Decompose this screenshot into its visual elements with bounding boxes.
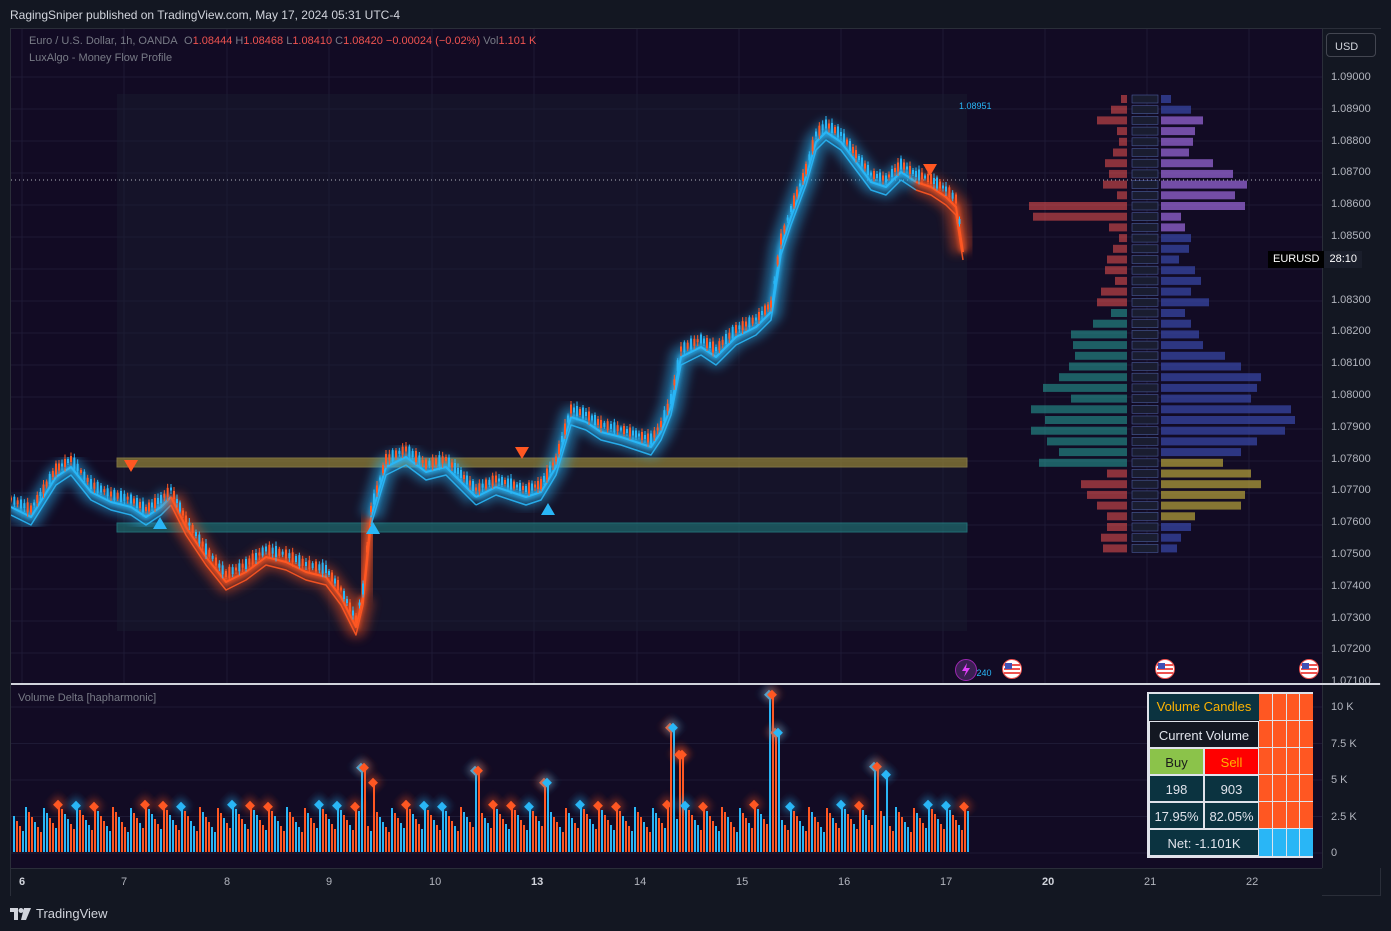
badge-timer: 28:10 [1324,251,1362,268]
volume-indicator-title[interactable]: Volume Delta [hapharmonic] [18,692,157,704]
footer [0,896,1391,931]
volume-bars [13,685,973,852]
symbol-price-badge: EURUSD 28:10 [1268,251,1362,268]
price-tick: 1.09000 [1331,71,1371,83]
footer-brand: TradingView [36,906,108,921]
time-tick: 7 [121,876,128,888]
close-value: 1.08420 [343,35,383,47]
vc-buy-value: 198 [1149,775,1204,802]
buy-signal-arrow [153,517,167,529]
vc-buy-pct: 17.95% [1149,802,1204,829]
volume-tick: 5 K [1331,774,1348,786]
signal-arrows [124,164,937,534]
publisher-info: RagingSniper published on TradingView.co… [10,8,401,22]
money-flow-profile [1029,94,1295,553]
change-value: −0.00024 (−0.02%) [385,35,481,47]
volume-tick: 7.5 K [1331,737,1357,750]
main-chart-pane[interactable]: Euro / U.S. Dollar, 1h, OANDA O1.08444 H… [11,29,1322,683]
volume-key: Vol [483,35,499,47]
buy-signal-arrow [366,522,380,534]
lightning-event-icon[interactable] [955,659,977,681]
time-tick: 14 [634,876,647,888]
price-tick: 1.08100 [1331,357,1371,370]
badge-symbol: EURUSD [1268,251,1325,268]
us-flag-event-icon[interactable] [1002,659,1022,679]
high-value: 1.08468 [243,35,284,47]
high-key: H [235,35,244,47]
top-bar: RagingSniper published on TradingView.co… [0,0,1391,28]
low-value: 1.08410 [292,35,333,47]
us-flag-event-icon[interactable] [1299,659,1319,679]
volume-delta-pane[interactable]: Volume Delta [hapharmonic] [11,685,1322,868]
volume-tick: 10 K [1331,701,1354,713]
time-tick: 10 [429,876,442,888]
price-tick: 1.08700 [1331,166,1371,179]
price-tick: 1.07400 [1331,579,1371,592]
price-tick: 1.07600 [1331,516,1371,529]
price-chart-canvas[interactable] [11,29,1322,683]
time-tick: 21 [1144,876,1157,888]
time-axis[interactable]: 6 7 8 9 10 13 14 15 16 17 20 21 22 [11,868,1322,896]
symbol-name[interactable]: Euro / U.S. Dollar, 1h, OANDA [29,35,177,47]
vc-sell-pct: 82.05% [1204,802,1259,829]
vc-gauge [1259,694,1313,856]
candlesticks [11,116,961,625]
volume-tick: 2.5 K [1331,810,1357,823]
price-tick: 1.07800 [1331,452,1371,465]
vc-sell-label: Sell [1204,748,1259,775]
symbol-legend[interactable]: Euro / U.S. Dollar, 1h, OANDA O1.08444 H… [29,35,536,47]
profile-range-box [117,94,967,631]
price-axis[interactable]: 1.09000 1.08900 1.08800 1.08700 1.08600 1.085… [1322,29,1381,687]
poc-zone-lower [116,522,968,533]
price-tick: 1.07500 [1331,548,1371,560]
sell-signal-arrow [923,164,937,176]
vc-sell-value: 903 [1204,775,1259,802]
price-tick: 1.07900 [1331,420,1371,433]
vc-buy-label: Buy [1149,748,1204,775]
vc-title: Volume Candles [1149,694,1259,720]
time-tick: 20 [1042,876,1055,888]
range-high-label: 1.08951 [959,101,992,111]
price-tick: 1.08600 [1331,198,1371,211]
close-key: C [335,35,344,47]
open-value: 1.08444 [192,35,233,47]
tradingview-icon [10,907,31,920]
price-tick: 1.07200 [1331,643,1371,656]
price-tick: 1.08000 [1331,389,1371,401]
time-tick: 6 [19,876,26,888]
buy-signal-arrow [541,503,555,515]
volume-delta-canvas[interactable] [11,685,1322,868]
price-tick: 1.08300 [1331,293,1371,306]
pane-separator[interactable] [11,683,1380,685]
time-tick: 15 [736,876,749,888]
poc-zone-upper [116,457,968,468]
time-tick: 13 [531,876,544,888]
currency-button[interactable]: USD [1326,33,1376,57]
open-key: O [184,35,193,47]
time-tick: 9 [326,876,333,888]
time-tick: 16 [838,876,851,888]
price-tick: 1.08500 [1331,230,1371,242]
volume-tick: 0 [1331,847,1338,859]
price-tick: 1.07700 [1331,484,1371,497]
volume-value: 1.101 K [498,35,537,47]
sell-signal-arrow [515,447,529,459]
volume-axis[interactable]: 10 K 7.5 K 5 K 2.5 K 0 [1322,685,1381,868]
low-key: L [286,35,293,47]
price-tick: 1.08900 [1331,102,1371,115]
vc-net: Net: -1.101K [1149,829,1259,856]
time-tick: 22 [1246,876,1259,888]
price-tick: 1.08800 [1331,134,1371,147]
tradingview-logo[interactable]: TradingView [10,906,108,921]
us-flag-event-icon[interactable] [1155,659,1175,679]
volume-candles-table: Volume Candles Current Volume Buy Sell 1… [1147,692,1313,858]
time-tick: 8 [224,876,231,888]
vc-current-volume-label: Current Volume [1149,721,1259,748]
price-tick: 1.08200 [1331,325,1371,338]
sell-signal-arrow [124,460,138,472]
time-tick: 17 [940,876,953,888]
indicator-title[interactable]: LuxAlgo - Money Flow Profile [29,52,173,64]
price-tick: 1.07300 [1331,611,1371,624]
